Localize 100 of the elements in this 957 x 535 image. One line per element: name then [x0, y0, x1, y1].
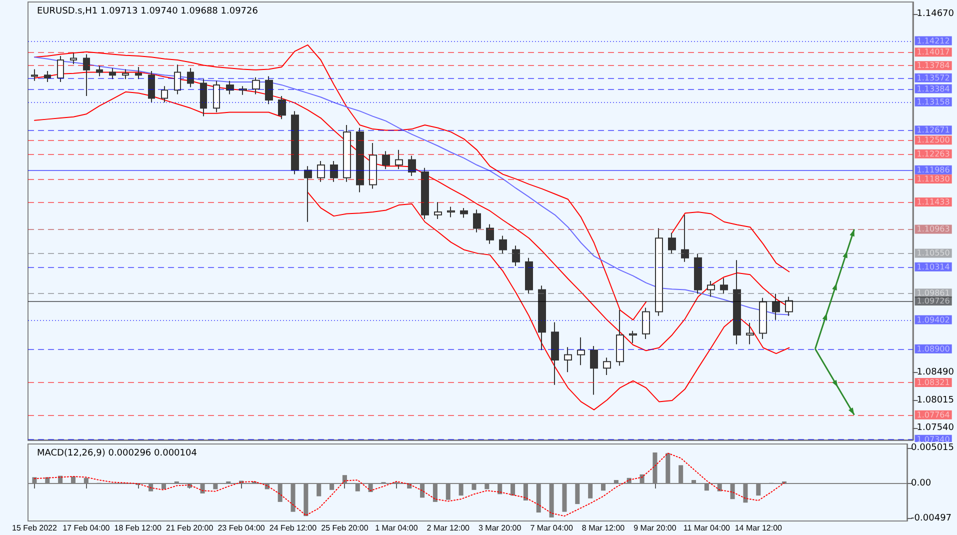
ref-line-label: 1.07340	[916, 434, 950, 444]
candlestick	[642, 307, 650, 340]
ref-line-label: 1.12263	[916, 149, 950, 158]
x-tick-label: 11 Mar 04:00	[683, 524, 731, 532]
candlestick	[83, 54, 90, 96]
candlestick	[382, 150, 390, 170]
ref-line-label: 1.08900	[916, 344, 950, 354]
candlestick	[603, 357, 611, 376]
x-tick-label: 15 Feb 2022	[12, 524, 58, 532]
candlestick	[44, 70, 51, 83]
candlestick	[551, 322, 559, 386]
candlestick	[720, 278, 728, 294]
candlestick	[512, 245, 520, 266]
candlestick	[707, 280, 715, 298]
candlestick	[122, 68, 129, 80]
ref-line-label: 1.12500	[916, 136, 950, 145]
ref-line-label: 1.11830	[916, 174, 950, 184]
candlestick	[265, 76, 273, 105]
candlestick	[759, 297, 767, 340]
text: MACD(12,26,9) 0.000296 0.000104	[37, 448, 198, 458]
y-tick-label: 1.08015	[916, 395, 954, 406]
candlestick	[161, 86, 168, 103]
ref-line-label: 1.11433	[916, 197, 950, 206]
ref-line-label: 1.13784	[916, 61, 950, 70]
candlestick	[252, 76, 260, 95]
ref-line-label: 1.08321	[916, 378, 950, 388]
candlestick	[733, 260, 741, 345]
x-tick-label: 23 Feb 04:00	[218, 524, 266, 532]
candlestick	[200, 78, 207, 117]
ref-line-label: 1.12671	[916, 126, 950, 135]
candlestick	[694, 253, 702, 294]
candlestick	[564, 346, 572, 373]
candlestick	[213, 80, 220, 113]
candlestick	[421, 167, 429, 220]
ref-line-label: 1.13384	[916, 84, 950, 94]
candlestick	[772, 293, 780, 320]
x-tick-label: 18 Feb 12:00	[114, 524, 162, 532]
candlestick	[278, 95, 286, 120]
x-tick-label: 25 Feb 20:00	[321, 524, 369, 532]
candlestick	[291, 110, 299, 175]
x-tick-label: 1 Mar 04:00	[375, 524, 418, 532]
y-tick-label: -0.00497	[911, 514, 952, 524]
x-tick-label: 24 Feb 12:00	[269, 524, 318, 532]
candlestick	[447, 206, 455, 218]
x-tick-label: 7 Mar 04:00	[530, 524, 574, 532]
candlestick	[356, 127, 364, 193]
x-tick-label: 9 Mar 20:00	[634, 524, 677, 532]
candlestick	[473, 209, 481, 233]
candlestick	[785, 296, 793, 316]
x-tick-label: 3 Mar 20:00	[478, 524, 522, 532]
candlestick	[499, 235, 507, 254]
x-tick-label: 21 Feb 20:00	[166, 524, 214, 532]
ref-line-label: 1.09402	[916, 315, 950, 324]
candlestick	[434, 202, 442, 220]
candlestick	[148, 70, 155, 103]
ref-line-label: 1.13158	[916, 97, 950, 106]
candlestick	[135, 66, 142, 80]
candlestick	[681, 214, 689, 262]
candlestick	[655, 228, 663, 316]
y-tick-label: 1.08490	[916, 368, 954, 378]
candlestick	[31, 68, 38, 82]
x-tick-label: 8 Mar 12:00	[582, 524, 626, 532]
candlestick	[330, 160, 338, 182]
y-tick-label: 0.00	[911, 478, 932, 489]
candlestick	[668, 232, 676, 254]
candlestick	[226, 80, 234, 95]
candlestick	[317, 160, 325, 182]
ref-line-label: 1.11986	[916, 165, 950, 174]
candlestick	[96, 65, 103, 77]
candlestick	[577, 336, 585, 366]
candlestick	[525, 257, 533, 294]
text: EURUSD.s,H1 1.09713 1.09740 1.09688 1.09726	[37, 6, 258, 16]
candlestick	[408, 155, 416, 177]
ref-line-label: 1.10963	[916, 224, 950, 234]
ref-line-label: 1.14212	[916, 36, 950, 46]
ref-line-label: 1.14017	[916, 48, 950, 57]
ref-line-label: 1.09726	[916, 296, 950, 306]
x-tick-label: 2 Mar 12:00	[426, 524, 470, 532]
candlestick	[538, 285, 546, 351]
ref-line-label: 1.13572	[916, 73, 950, 82]
candlestick	[590, 346, 598, 396]
candlestick	[395, 149, 403, 170]
candlestick	[486, 224, 494, 244]
candlestick	[70, 52, 77, 65]
candlestick	[460, 207, 468, 218]
candlestick	[746, 322, 754, 345]
y-tick-label: 1.14670	[916, 9, 954, 20]
candlestick	[616, 310, 624, 366]
candlestick	[187, 68, 194, 88]
candlestick	[57, 55, 64, 83]
x-tick-label: 14 Mar 12:00	[734, 524, 783, 532]
ref-line-label: 1.10314	[916, 262, 950, 272]
ref-line-label: 1.07764	[916, 410, 950, 420]
candlestick	[369, 142, 377, 190]
y-tick-label: 1.07540	[916, 422, 954, 433]
candlestick	[629, 330, 637, 344]
candlestick	[343, 124, 351, 182]
candlestick	[109, 68, 116, 80]
x-tick-label: 17 Feb 04:00	[62, 524, 110, 532]
candlestick	[239, 86, 247, 96]
